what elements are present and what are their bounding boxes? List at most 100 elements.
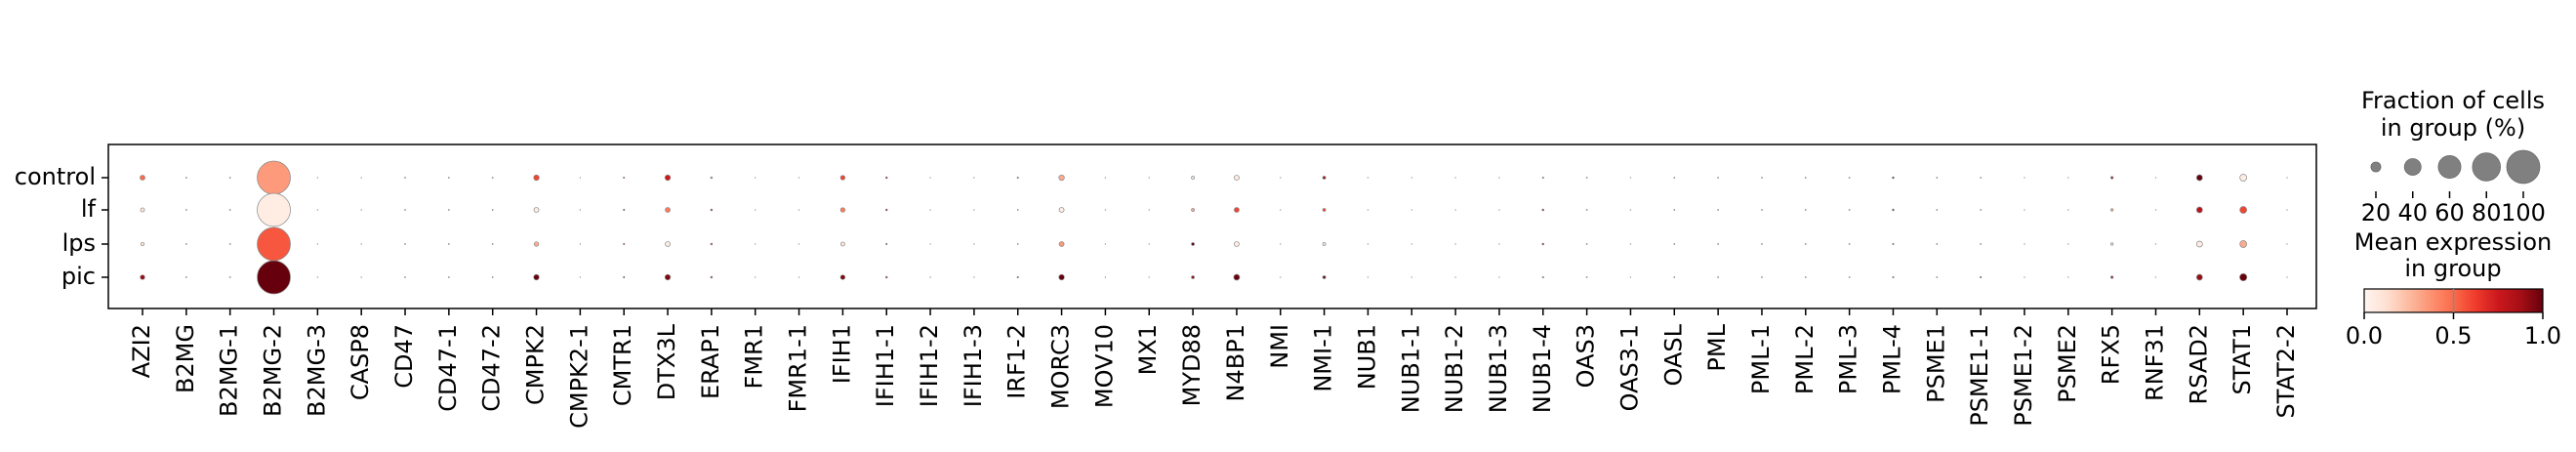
dot [1585,177,1588,179]
x-tick-label: FMR1-1 [785,324,812,412]
x-tick-label: NMI [1266,324,1293,369]
dot [839,241,845,247]
dot [316,209,319,211]
size-legend-dot [2506,149,2541,185]
dot [184,209,187,211]
dot [929,177,931,179]
dot [1892,208,1895,212]
colorbar-label: 0.5 [2434,322,2472,349]
dot [579,177,582,179]
dot [1148,243,1150,245]
dot [1761,209,1763,211]
dot [797,209,800,211]
colorbar-label: 0.0 [2346,322,2383,349]
dot [1016,275,1019,279]
dot [1848,209,1851,211]
x-tick-label: NUB1 [1353,324,1380,390]
dot [1761,276,1763,278]
dot [2154,177,2157,179]
x-tick-label: CD47-1 [434,324,462,412]
dot [2154,276,2157,278]
x-tick-label: PML [1703,323,1731,371]
dot [1585,276,1588,278]
dot [491,243,494,245]
size-legend-label: 100 [2501,199,2546,226]
dot [1980,209,1983,211]
x-tick-label: CMPK2-1 [565,324,593,429]
x-tick-label: CMPK2 [522,324,550,405]
dot [664,273,672,281]
dot [1367,243,1370,245]
x-tick-label: PML-2 [1791,324,1819,394]
y-tick-label: lps [62,229,96,257]
dot [1541,208,1545,212]
dot [1280,243,1282,245]
dot [1936,209,1939,211]
x-tick-label: B2MG-1 [216,324,243,417]
dot [1104,276,1107,278]
dot [1892,176,1895,180]
x-tick-label: N4BP1 [1222,324,1249,401]
size-legend-title: in group (%) [2381,114,2525,142]
dot [1367,177,1370,179]
color-legend-title: in group [2404,255,2501,282]
dot [533,174,540,182]
dot [404,243,406,245]
dot [1498,177,1500,179]
dot [1454,276,1456,278]
dot [2110,176,2114,180]
x-tick-label: AZI2 [128,324,155,378]
dot [1148,276,1150,278]
dot [1498,276,1500,278]
dot [1191,176,1195,180]
x-tick-label: NUB1-2 [1441,324,1468,413]
x-tick-label: MX1 [1134,324,1162,375]
dot [1629,209,1632,211]
dot [2239,272,2248,282]
dot [973,243,975,245]
x-tick-label: IFIH1-1 [872,324,899,407]
dot [579,276,582,278]
dot [2239,174,2247,182]
dot [710,242,714,246]
dot [360,209,362,211]
dot [839,274,846,280]
dot [1058,207,1065,213]
dot [257,226,291,262]
dot [1322,208,1327,212]
dot [1980,275,1983,279]
dot [447,243,450,245]
dot [1367,209,1370,211]
size-legend-label: 80 [2472,199,2502,226]
dot [973,276,975,278]
x-tick-label: OAS3-1 [1615,324,1643,411]
dot [755,276,756,278]
dot [404,209,406,211]
dot [228,209,231,211]
x-tick-label: IRF1-2 [1003,324,1031,399]
dot [665,241,671,247]
dot [1673,177,1676,179]
dot [884,176,888,180]
dot [1541,242,1545,246]
dot [2195,174,2203,182]
dot [1454,243,1456,245]
dot [1585,243,1588,245]
dot [755,177,756,179]
dot [1498,243,1500,245]
dot [140,207,145,213]
dot [1673,243,1676,245]
dot [447,177,450,179]
dot [797,243,800,245]
size-legend-dot [2403,158,2422,176]
dot [360,177,362,179]
dot [1016,243,1019,245]
dot [1804,177,1807,179]
dot [2195,240,2203,248]
dot [1322,242,1327,246]
x-tick-label: STAT1 [2228,324,2256,395]
dot [1367,276,1370,278]
dot [228,243,231,245]
x-tick-label: CMTR1 [609,324,636,406]
dot [2239,206,2247,214]
